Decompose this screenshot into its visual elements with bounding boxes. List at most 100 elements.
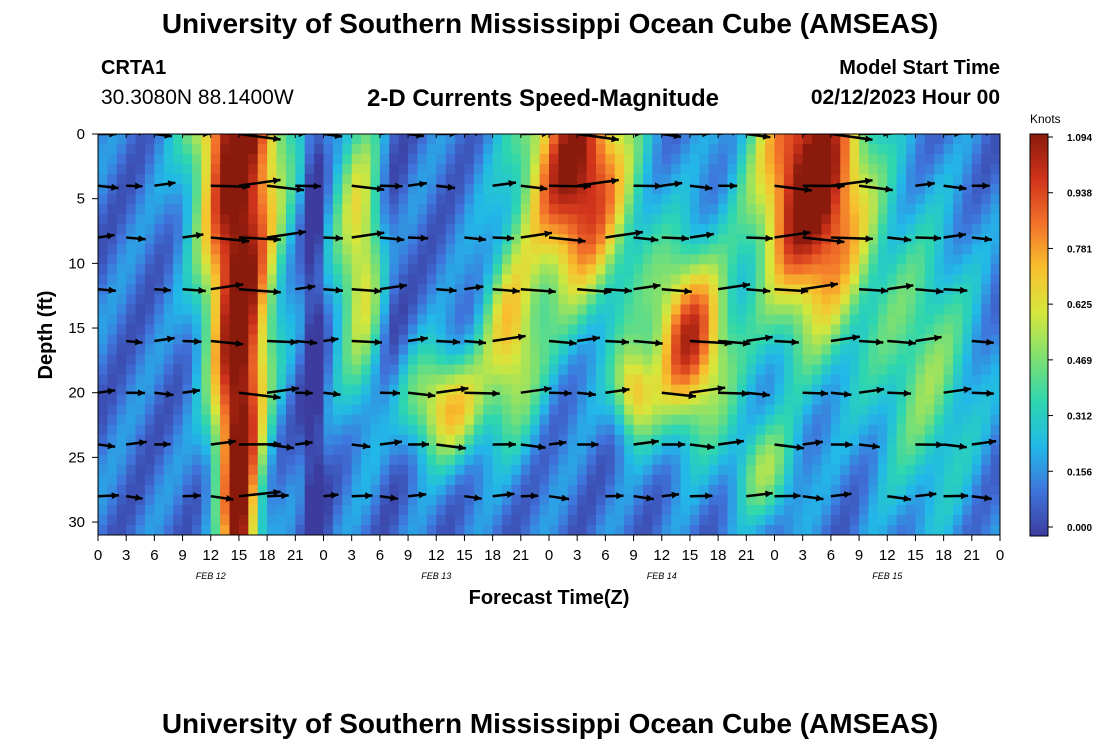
heat-cell	[389, 304, 400, 316]
heat-cell	[595, 234, 606, 245]
heat-cell	[924, 184, 935, 195]
heat-cell	[502, 384, 513, 396]
heat-cell	[736, 204, 747, 215]
heat-cell	[549, 514, 559, 526]
heat-cell	[934, 494, 945, 506]
heat-cell	[896, 444, 907, 456]
heat-cell	[229, 194, 240, 205]
heat-cell	[257, 284, 268, 296]
heat-cell	[746, 404, 757, 416]
heat-cell	[783, 214, 794, 225]
heat-cell	[736, 324, 747, 336]
heat-cell	[144, 134, 155, 145]
heat-cell	[718, 184, 729, 195]
heat-cell	[887, 484, 898, 496]
heat-cell	[934, 294, 945, 306]
heat-cell	[680, 474, 691, 486]
heat-cell	[370, 264, 381, 275]
heat-cell	[98, 194, 108, 205]
heat-cell	[539, 144, 550, 155]
vector-arrowhead	[684, 287, 692, 295]
heat-cell	[830, 304, 841, 316]
heat-cell	[492, 294, 503, 306]
heat-cell	[924, 394, 935, 406]
heat-cell	[511, 174, 522, 185]
heat-cell	[840, 474, 851, 486]
heat-cell	[689, 184, 700, 195]
heat-cell	[144, 424, 155, 436]
heat-cell	[398, 394, 409, 406]
heat-cell	[267, 174, 278, 185]
heat-cell	[821, 264, 832, 275]
heat-cell	[520, 144, 531, 155]
heat-cell	[671, 194, 682, 205]
heat-cell	[285, 204, 296, 215]
heat-cell	[953, 234, 964, 245]
heat-cell	[906, 404, 917, 416]
heat-cell	[520, 294, 531, 306]
heat-cell	[699, 354, 710, 366]
heat-cell	[539, 454, 550, 466]
heat-cell	[361, 184, 372, 195]
heat-cell	[483, 184, 494, 195]
heat-cell	[107, 204, 118, 215]
heat-cell	[605, 434, 616, 446]
heat-cell	[567, 464, 578, 476]
heat-cell	[314, 414, 325, 426]
heat-cell	[520, 304, 531, 316]
heat-cell	[276, 284, 287, 296]
heat-cell	[361, 474, 372, 486]
heat-cell	[220, 334, 231, 346]
heat-cell	[445, 154, 456, 165]
heat-cell	[812, 194, 823, 205]
heat-cell	[595, 244, 606, 255]
heat-cell	[652, 474, 663, 486]
heat-cell	[182, 334, 193, 346]
heat-cell	[144, 384, 155, 396]
heat-cell	[389, 484, 400, 496]
heat-cell	[455, 334, 466, 346]
heat-cell	[558, 154, 569, 165]
heat-cell	[906, 504, 917, 516]
heat-cell	[652, 164, 663, 175]
heat-cell	[455, 304, 466, 316]
heat-cell	[981, 334, 992, 346]
heat-cell	[144, 244, 155, 255]
heat-cell	[689, 244, 700, 255]
heat-cell	[257, 434, 268, 446]
x-tick-label: 3	[799, 547, 807, 564]
heat-cell	[896, 164, 907, 175]
heat-cell	[971, 424, 982, 436]
heat-cell	[821, 464, 832, 476]
heat-cell	[257, 274, 268, 285]
heat-cell	[802, 234, 813, 245]
heat-cell	[859, 334, 870, 346]
heat-cell	[689, 154, 700, 165]
heat-cell	[144, 194, 155, 205]
heat-cell	[116, 494, 127, 506]
y-tick-label: 5	[77, 191, 85, 208]
vector-arrowhead	[651, 438, 659, 446]
heat-cell	[605, 344, 616, 356]
heat-cell	[783, 394, 794, 406]
heat-cell	[718, 164, 729, 175]
vector-arrowhead	[804, 186, 812, 193]
heat-cell	[567, 164, 578, 175]
heat-cell	[887, 414, 898, 426]
heat-cell	[708, 504, 719, 516]
vector-arrowhead	[512, 287, 520, 295]
heat-cell	[605, 144, 616, 155]
heat-cell	[859, 164, 870, 175]
heat-cell	[436, 224, 447, 235]
vector-arrowhead	[830, 281, 838, 289]
heat-cell	[558, 284, 569, 296]
heat-cell	[154, 464, 165, 476]
heat-cell	[567, 454, 578, 466]
heat-cell	[492, 244, 503, 255]
heat-cell	[201, 384, 212, 396]
heat-cell	[332, 194, 343, 205]
heat-cell	[445, 204, 456, 215]
heat-cell	[586, 134, 597, 145]
heat-cell	[520, 224, 531, 235]
heat-cell	[182, 244, 193, 255]
